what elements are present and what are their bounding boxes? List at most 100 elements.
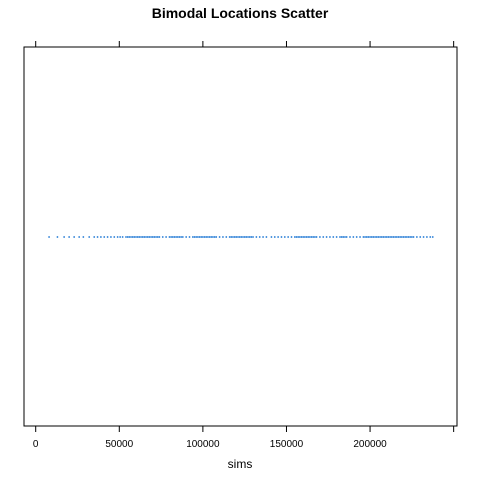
scatter-point [375,236,378,238]
scatter-point [258,236,261,238]
scatter-point [121,236,124,238]
scatter-point [188,236,191,238]
scatter-point [143,236,146,238]
scatter-point [82,236,85,238]
scatter-point [156,236,159,238]
scatter-point [404,236,407,238]
x-tick-label: 50000 [105,439,133,450]
scatter-point [56,236,59,238]
scatter-point [218,236,221,238]
scatter-point [136,236,139,238]
scatter-point [392,236,395,238]
scatter-point [247,236,249,238]
x-tick-label: 100000 [186,439,220,450]
scatter-point [103,236,106,238]
scatter-point [68,236,71,238]
x-axis-ticks-bottom [35,426,455,432]
scatter-point [238,236,241,238]
scatter-point [128,236,131,238]
scatter-point [252,236,254,238]
scatter-point [365,236,368,238]
scatter-point [232,236,234,238]
scatter-point [126,236,129,238]
scatter-point [131,236,134,238]
scatter-point [364,236,366,238]
scatter-point [215,236,218,238]
scatter-point [345,236,348,238]
scatter-point [237,236,239,238]
scatter-point [303,236,306,238]
scatter-point [315,236,318,238]
scatter-point [113,236,116,238]
scatter-point [382,236,385,238]
scatter-point [412,236,415,238]
scatter-point [196,236,199,238]
scatter-point [298,236,301,238]
scatter-point [63,236,66,238]
scatter-point [329,236,331,238]
scatter-point [384,236,387,238]
scatter-point [342,236,345,238]
scatter-point [150,236,152,238]
scatter-point [293,236,296,238]
scatter-point [88,236,91,238]
scatter-point [359,236,361,238]
scatter-point [402,236,405,238]
scatter-point [200,236,203,238]
scatter-point [307,236,310,238]
scatter-point [395,236,398,238]
scatter-point [255,236,258,238]
scatter-point [270,236,273,238]
scatter-point [245,236,248,238]
scatter-point [250,236,253,238]
scatter-point [193,236,196,238]
x-axis-label: sims [228,457,253,471]
scatter-point [431,236,434,238]
scatter-point [409,236,412,238]
scatter-point [302,236,305,238]
scatter-point [78,236,81,238]
scatter-point [73,236,76,238]
scatter-point [93,236,96,238]
scatter-point [185,236,188,238]
scatter-point [419,236,422,238]
scatter-point [130,236,132,238]
scatter-point [191,236,194,238]
scatter-point [262,236,264,238]
scatter-point [374,236,376,238]
scatter-point [387,236,390,238]
scatter-point [372,236,375,238]
scatter-point [158,236,161,238]
scatter-point [426,236,428,238]
x-tick-label: 200000 [353,439,387,450]
scatter-point [310,236,313,238]
scatter-point [235,236,238,238]
scatter-point [277,236,280,238]
scatter-point [175,236,178,238]
scatter-point [228,236,231,238]
scatter-point [225,236,228,238]
scatter-point [135,236,137,238]
scatter-point [170,236,173,238]
scatter-point [308,236,311,238]
scatter-point [180,236,183,238]
scatter-point [319,236,321,238]
scatter-point [96,236,99,238]
scatter-point [355,236,358,238]
scatter-point [176,236,179,238]
scatter-point [390,236,393,238]
scatter-point [422,236,425,238]
scatter-point [138,236,141,238]
scatter-point [206,236,209,238]
scatter-point [222,236,224,238]
scatter-point [100,236,102,238]
scatter-point [335,236,338,238]
scatter-point [233,236,236,238]
scatter-point [208,236,211,238]
scatter-point [379,236,381,238]
scatter-point [48,236,50,238]
scatter-point [344,236,346,238]
scatter-point [389,236,392,238]
scatter-points [48,236,434,238]
